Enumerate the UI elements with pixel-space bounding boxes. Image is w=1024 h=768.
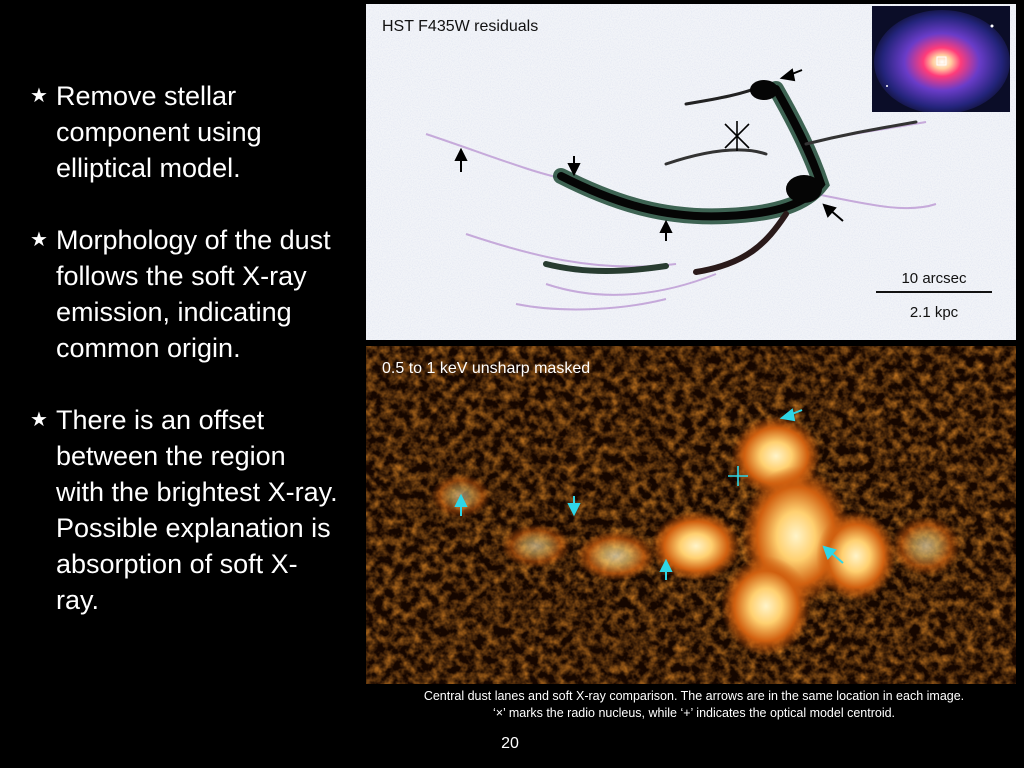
xray-emission-graphic: [366, 346, 1016, 684]
bullet-text: Morphology of the dust follows the soft …: [56, 225, 331, 363]
hst-residuals-image: HST F435W residuals 10 arcsec 2.1 kpc: [366, 4, 1016, 340]
galaxy-inset-graphic: [872, 6, 1010, 112]
scale-bar-kpc-label: 2.1 kpc: [909, 304, 959, 321]
caption-line-1: Central dust lanes and soft X-ray compar…: [423, 689, 965, 703]
bullet-item: ★ There is an offset between the region …: [30, 402, 340, 618]
xray-unsharp-masked-image: 0.5 to 1 keV unsharp masked: [366, 346, 1016, 684]
star-icon: ★: [30, 229, 48, 251]
star-icon: ★: [30, 409, 48, 431]
hst-panel-label: HST F435W residuals: [382, 18, 539, 35]
bullet-item: ★ Remove stellar component using ellipti…: [30, 78, 340, 186]
page-number: 20: [501, 735, 519, 752]
bullet-text: Remove stellar component using elliptica…: [56, 81, 262, 183]
xray-panel-label: 0.5 to 1 keV unsharp masked: [382, 360, 591, 377]
bullet-item: ★ Morphology of the dust follows the sof…: [30, 222, 340, 366]
star-icon: ★: [30, 85, 48, 107]
scale-bar-arcsec-label: 10 arcsec: [901, 270, 967, 287]
bullet-text: There is an offset between the region wi…: [56, 405, 338, 615]
caption-line-2: ‘×’ marks the radio nucleus, while ‘+’ i…: [492, 706, 896, 720]
figure-caption: Central dust lanes and soft X-ray compar…: [366, 688, 1022, 722]
bullet-list: ★ Remove stellar component using ellipti…: [30, 78, 340, 654]
galaxy-inset-image: [872, 6, 1010, 112]
